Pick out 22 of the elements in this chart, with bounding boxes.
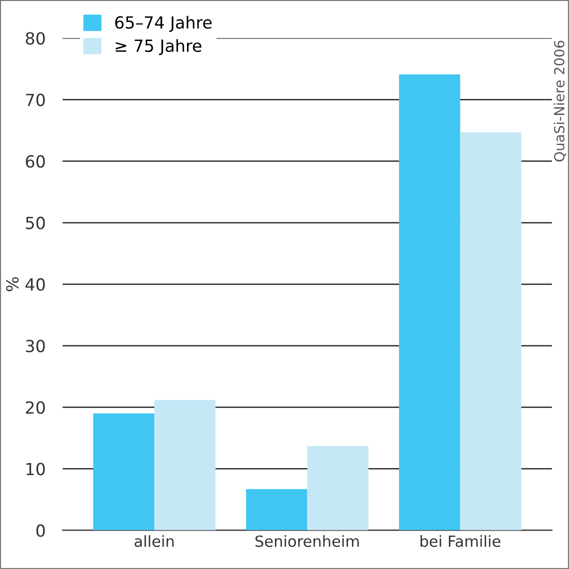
text: QuaSi-Niere 2006: [554, 40, 566, 162]
x-tick-label: allein: [134, 535, 174, 547]
x-tick-label: bei Familie: [420, 535, 500, 547]
y-tick-label: 80: [26, 32, 45, 45]
bar: [399, 74, 460, 530]
y-tick-label: 50: [26, 216, 45, 230]
bar: [93, 413, 154, 530]
bar: [460, 132, 522, 530]
bar: [154, 400, 216, 530]
y-tick-label: 20: [26, 401, 45, 414]
bar: [246, 489, 308, 530]
y-tick-label: 10: [26, 462, 45, 476]
y-tick-label: 0: [36, 524, 45, 537]
y-tick-label: 40: [26, 278, 45, 291]
x-tick-label: Seniorenheim: [255, 535, 359, 547]
legend-label: 65–74 Jahre: [115, 16, 212, 32]
y-tick-label: 30: [26, 340, 45, 352]
legend-label: ≥ 75 Jahre: [116, 39, 202, 56]
y-tick-label: 60: [26, 155, 45, 168]
y-tick-label: 70: [26, 94, 45, 106]
y-axis-title: %: [6, 277, 19, 292]
bar: [307, 446, 368, 530]
